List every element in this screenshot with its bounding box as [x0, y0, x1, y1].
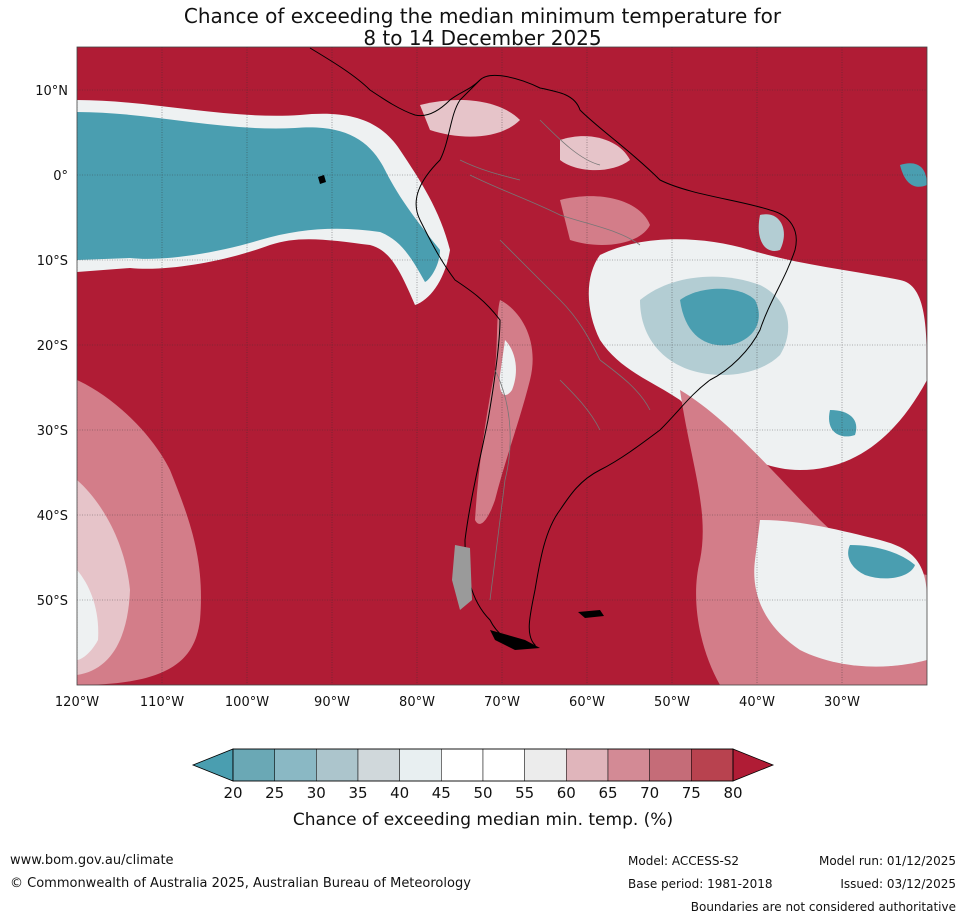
colorbar-high-arrow — [732, 748, 775, 782]
lat-label: 40°S — [37, 509, 68, 524]
region-brazil-cool — [680, 288, 759, 346]
colorbar-tick: 20 — [223, 784, 242, 802]
region-amazon-patch-2 — [560, 196, 650, 245]
colorbar-tick: 80 — [723, 784, 742, 802]
colorbar: 20 25 30 35 40 45 50 55 60 65 70 75 80 C… — [191, 748, 775, 830]
map-title-line-2: 8 to 14 December 2025 — [363, 26, 602, 50]
region-atlantic-equatorial-light — [758, 214, 784, 251]
lat-label: 10°N — [35, 84, 68, 99]
region-south-atlantic-cool-2 — [829, 410, 857, 437]
central-america-coastline — [309, 47, 481, 117]
colorbar-segment — [316, 748, 359, 782]
country-borders — [459, 119, 651, 601]
region-andes-neutral — [499, 340, 516, 395]
colorbar-tick: 60 — [557, 784, 576, 802]
map-title-line-1: Chance of exceeding the median minimum t… — [183, 4, 782, 28]
colorbar-tick: 25 — [265, 784, 284, 802]
colorbar-segment — [399, 748, 442, 782]
colorbar-segment — [566, 748, 609, 782]
base-period: Base period: 1981-2018 — [628, 877, 773, 891]
lon-label: 30°W — [824, 695, 860, 710]
colorbar-segment — [524, 748, 567, 782]
colorbar-tick: 45 — [432, 784, 451, 802]
lat-label: 50°S — [37, 594, 68, 609]
model-name: Model: ACCESS-S2 — [628, 854, 740, 868]
colorbar-segment — [232, 748, 275, 782]
lat-label: 30°S — [37, 424, 68, 439]
colorbar-segment — [274, 748, 317, 782]
region-equatorial-pacific-cool — [77, 112, 440, 282]
galapagos-islands — [318, 175, 326, 184]
map-panel — [77, 47, 927, 685]
colorbar-segment — [691, 748, 734, 782]
region-amazon-patch — [560, 136, 630, 171]
region-south-pacific-west-neutral — [77, 570, 99, 660]
colorbar-segment — [482, 748, 525, 782]
lat-label: 10°S — [37, 254, 68, 269]
region-andes-pink — [475, 300, 533, 524]
colorbar-tick: 30 — [307, 784, 326, 802]
colorbar-label: Chance of exceeding median min. temp. (%… — [293, 810, 673, 830]
colorbar-tick: 75 — [682, 784, 701, 802]
region-south-atlantic-cool — [848, 545, 915, 579]
lon-label: 120°W — [55, 695, 99, 710]
colorbar-tick: 35 — [348, 784, 367, 802]
colorbar-segment — [649, 748, 692, 782]
colorbar-tick: 70 — [640, 784, 659, 802]
longitude-labels: 120°W 110°W 100°W 90°W 80°W 70°W 60°W 50… — [55, 695, 860, 710]
lon-label: 100°W — [225, 695, 269, 710]
colorbar-tick: 40 — [390, 784, 409, 802]
colorbar-ticks: 20 25 30 35 40 45 50 55 60 65 70 75 80 — [223, 784, 742, 802]
colorbar-segments — [232, 748, 734, 782]
lon-label: 80°W — [399, 695, 435, 710]
lon-label: 50°W — [654, 695, 690, 710]
colorbar-tick: 65 — [598, 784, 617, 802]
region-atlantic-equatorial-cool — [900, 163, 927, 187]
colorbar-segment — [357, 748, 400, 782]
colorbar-frame — [232, 748, 734, 782]
lon-label: 110°W — [140, 695, 184, 710]
lon-label: 90°W — [314, 695, 350, 710]
chile-fjords-land-mask — [452, 545, 472, 610]
map-frame — [76, 46, 928, 686]
region-caribbean-neutral — [420, 100, 520, 137]
lat-label: 0° — [53, 169, 68, 184]
copyright-notice: © Commonwealth of Australia 2025, Austra… — [10, 876, 471, 891]
colorbar-segment — [607, 748, 650, 782]
colorbar-tick: 55 — [515, 784, 534, 802]
graticule — [77, 47, 927, 685]
lat-label: 20°S — [37, 339, 68, 354]
colorbar-segment — [441, 748, 484, 782]
latitude-labels: 10°N 0° 10°S 20°S 30°S 40°S 50°S — [35, 84, 68, 609]
issued-date: Issued: 03/12/2025 — [840, 877, 956, 891]
lon-label: 60°W — [569, 695, 605, 710]
colorbar-low-arrow — [191, 748, 234, 782]
south-america-coastline — [415, 74, 797, 647]
falkland-islands — [578, 610, 604, 618]
lon-label: 40°W — [739, 695, 775, 710]
colorbar-tick: 50 — [473, 784, 492, 802]
tierra-del-fuego — [490, 630, 540, 650]
model-run-date: Model run: 01/12/2025 — [818, 854, 956, 868]
boundary-disclaimer: Boundaries are not considered authoritat… — [690, 900, 956, 914]
lon-label: 70°W — [484, 695, 520, 710]
website-link[interactable]: www.bom.gov.au/climate — [10, 853, 174, 868]
